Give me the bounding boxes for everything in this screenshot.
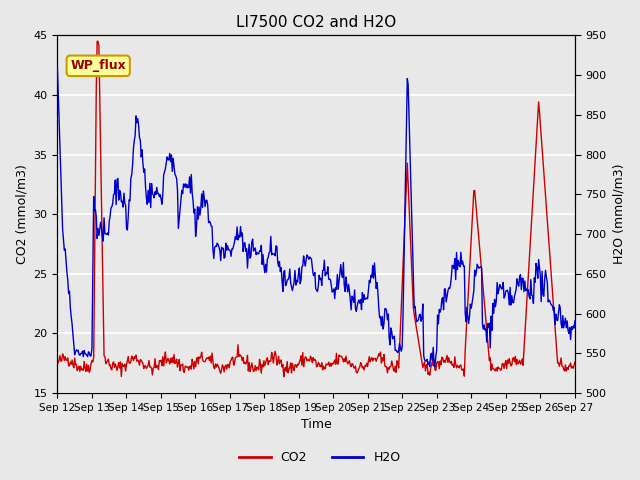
Y-axis label: H2O (mmol/m3): H2O (mmol/m3) <box>612 164 625 264</box>
Title: LI7500 CO2 and H2O: LI7500 CO2 and H2O <box>236 15 396 30</box>
Legend: CO2, H2O: CO2, H2O <box>234 446 406 469</box>
Y-axis label: CO2 (mmol/m3): CO2 (mmol/m3) <box>15 164 28 264</box>
X-axis label: Time: Time <box>301 419 332 432</box>
Text: WP_flux: WP_flux <box>70 60 126 72</box>
